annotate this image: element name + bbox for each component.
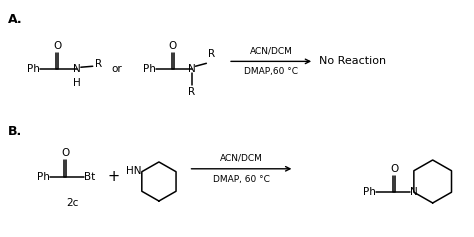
- Text: O: O: [169, 41, 177, 51]
- Text: Ph: Ph: [364, 187, 376, 197]
- Text: O: O: [61, 148, 69, 158]
- Text: DMAP,60 °C: DMAP,60 °C: [244, 67, 298, 76]
- Text: Ph: Ph: [143, 64, 156, 74]
- Text: O: O: [390, 164, 398, 174]
- Text: 2c: 2c: [66, 198, 78, 208]
- Text: N: N: [410, 187, 418, 197]
- Text: or: or: [111, 64, 122, 74]
- Text: N: N: [188, 64, 195, 74]
- Text: +: +: [108, 169, 119, 184]
- Text: DMAP, 60 °C: DMAP, 60 °C: [213, 175, 270, 184]
- Text: B.: B.: [8, 125, 22, 138]
- Text: N: N: [73, 64, 81, 74]
- Text: A.: A.: [8, 13, 22, 26]
- Text: R: R: [95, 59, 102, 69]
- Text: Ph: Ph: [27, 64, 40, 74]
- Text: Bt: Bt: [84, 172, 95, 182]
- Text: No Reaction: No Reaction: [319, 56, 386, 66]
- Text: ACN/DCM: ACN/DCM: [220, 154, 263, 163]
- Text: R: R: [188, 87, 195, 97]
- Text: HN: HN: [126, 166, 141, 176]
- Text: H: H: [73, 78, 81, 88]
- Text: Ph: Ph: [37, 172, 50, 182]
- Text: R: R: [209, 50, 216, 59]
- Text: O: O: [53, 41, 61, 51]
- Text: ACN/DCM: ACN/DCM: [250, 46, 292, 55]
